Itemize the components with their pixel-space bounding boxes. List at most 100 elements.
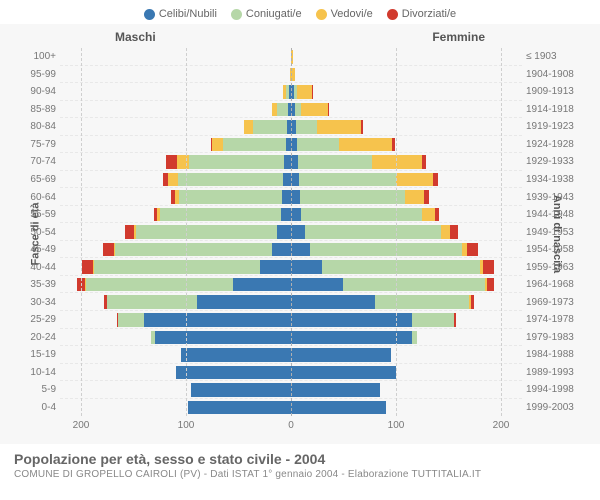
year-label: 1979-1983 <box>526 332 588 343</box>
segment <box>277 225 291 239</box>
legend-label: Divorziati/e <box>402 8 456 20</box>
segment <box>301 208 422 222</box>
bar-right <box>291 243 478 257</box>
year-label: 1929-1933 <box>526 156 588 167</box>
bar-left <box>163 173 291 187</box>
bar-left <box>166 155 291 169</box>
segment <box>317 120 361 134</box>
age-label: 10-14 <box>16 367 56 378</box>
segment <box>291 260 322 274</box>
footer-title: Popolazione per età, sesso e stato civil… <box>14 450 586 468</box>
bar-left <box>125 225 291 239</box>
age-label: 60-64 <box>16 192 56 203</box>
age-label: 65-69 <box>16 174 56 185</box>
bar-right <box>291 85 313 99</box>
segment <box>405 190 424 204</box>
year-label: 1924-1928 <box>526 139 588 150</box>
segment <box>188 401 291 415</box>
segment <box>322 260 479 274</box>
age-label: 30-34 <box>16 297 56 308</box>
legend-swatch <box>316 9 327 20</box>
year-label: 1994-1998 <box>526 384 588 395</box>
year-label: 1919-1923 <box>526 121 588 132</box>
segment <box>118 313 144 327</box>
age-label: 15-19 <box>16 349 56 360</box>
segment <box>179 190 282 204</box>
legend-label: Celibi/Nubili <box>159 8 217 20</box>
year-label: 1949-1953 <box>526 227 588 238</box>
segment <box>189 155 283 169</box>
segment <box>178 173 283 187</box>
segment <box>298 155 371 169</box>
segment <box>412 313 454 327</box>
segment <box>177 155 190 169</box>
segment <box>136 225 278 239</box>
segment <box>291 155 298 169</box>
age-label: 25-29 <box>16 314 56 325</box>
year-label: 1954-1958 <box>526 244 588 255</box>
bar-right <box>291 190 429 204</box>
segment <box>291 331 412 345</box>
segment <box>450 225 458 239</box>
year-label: 1909-1913 <box>526 86 588 97</box>
pyramid-chart: Maschi Femmine Fasce di età Anni di nasc… <box>0 24 600 444</box>
bar-right <box>291 278 494 292</box>
age-label: 95-99 <box>16 69 56 80</box>
segment <box>166 155 176 169</box>
bar-left <box>272 103 291 117</box>
segment <box>115 243 272 257</box>
segment <box>291 190 300 204</box>
segment <box>291 243 310 257</box>
legend-swatch <box>231 9 242 20</box>
segment <box>94 260 260 274</box>
segment <box>296 120 317 134</box>
segment <box>487 278 493 292</box>
segment <box>125 225 133 239</box>
legend-item: Vedovi/e <box>316 8 373 20</box>
segment <box>176 366 292 380</box>
segment <box>168 173 177 187</box>
bar-left <box>103 243 291 257</box>
bar-right <box>291 401 386 415</box>
age-label: 35-39 <box>16 279 56 290</box>
bar-left <box>211 138 291 152</box>
bar-right <box>291 208 439 222</box>
segment <box>297 138 339 152</box>
segment <box>412 331 417 345</box>
segment <box>291 278 343 292</box>
segment <box>282 190 291 204</box>
legend-swatch <box>387 9 398 20</box>
bar-right <box>291 313 456 327</box>
year-label: 1944-1948 <box>526 209 588 220</box>
bar-right <box>291 138 395 152</box>
bar-right <box>291 120 363 134</box>
segment <box>435 208 439 222</box>
segment <box>283 173 291 187</box>
age-label: 85-89 <box>16 104 56 115</box>
segment <box>103 243 113 257</box>
age-label: 70-74 <box>16 156 56 167</box>
bar-right <box>291 295 474 309</box>
bar-right <box>291 225 458 239</box>
segment <box>291 295 375 309</box>
legend-item: Coniugati/e <box>231 8 302 20</box>
segment <box>253 120 287 134</box>
bar-left <box>117 313 291 327</box>
year-label: 1939-1943 <box>526 192 588 203</box>
year-label: 1959-1963 <box>526 262 588 273</box>
segment <box>291 348 391 362</box>
year-label: 1999-2003 <box>526 402 588 413</box>
year-label: 1984-1988 <box>526 349 588 360</box>
segment <box>191 383 291 397</box>
segment <box>471 295 474 309</box>
segment <box>312 85 313 99</box>
age-label: 90-94 <box>16 86 56 97</box>
year-label: ≤ 1903 <box>526 51 588 62</box>
segment <box>328 103 329 117</box>
legend-label: Vedovi/e <box>331 8 373 20</box>
year-label: 1964-1968 <box>526 279 588 290</box>
x-tick: 100 <box>388 420 405 431</box>
segment <box>233 278 291 292</box>
segment <box>361 120 363 134</box>
bar-left <box>191 383 291 397</box>
